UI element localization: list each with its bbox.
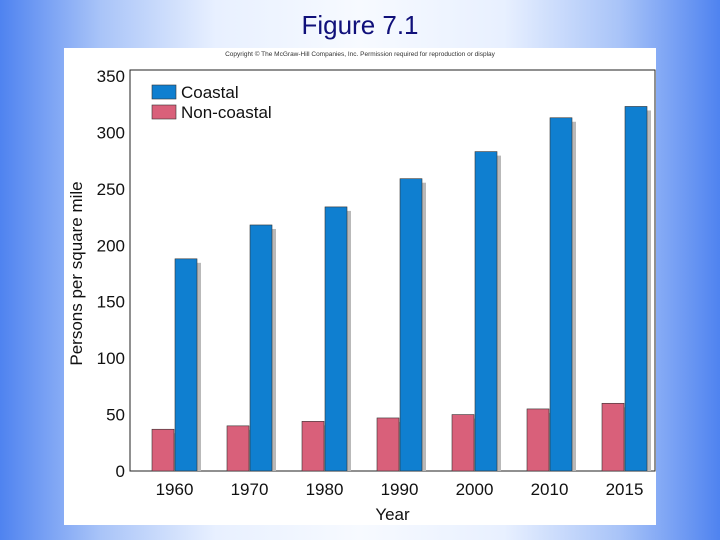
y-tick-label: 100	[97, 349, 125, 368]
copyright-notice: Copyright © The McGraw-Hill Companies, I…	[225, 51, 495, 58]
bar-coastal-1970	[249, 224, 273, 472]
y-tick-label: 250	[97, 180, 125, 199]
x-tick-label: 1990	[381, 480, 419, 499]
bar-coastal-2015	[624, 106, 648, 472]
slide-title: Figure 7.1	[301, 10, 419, 40]
bar-coastal-1990	[399, 178, 423, 472]
x-tick-label: 1970	[231, 480, 269, 499]
y-axis-label: Persons per square mile	[67, 181, 86, 365]
y-tick-label: 200	[97, 236, 125, 255]
bar-coastal-1980	[324, 206, 348, 472]
plot-frame	[129, 69, 656, 472]
bar-coastal-2010	[549, 117, 573, 472]
bar-non-coastal-2010	[526, 408, 550, 472]
legend-swatch-non-coastal	[151, 104, 177, 120]
legend-label-coastal: Coastal	[181, 83, 239, 102]
x-axis-ticks: 1960 1970 1980 1990 2000 2010 2015	[156, 480, 644, 499]
x-tick-label: 2010	[531, 480, 569, 499]
x-tick-label: 1980	[306, 480, 344, 499]
legend-swatch-coastal	[151, 84, 177, 100]
x-tick-label: 1960	[156, 480, 194, 499]
bar-coastal-1960	[174, 258, 198, 472]
bar-non-coastal-1960	[151, 428, 175, 472]
x-tick-label: 2000	[456, 480, 494, 499]
bar-non-coastal-2015	[601, 402, 625, 472]
bar-non-coastal-1990	[376, 417, 400, 472]
y-tick-label: 300	[97, 123, 125, 142]
bar-chart: 0 50 100 150 200 250 300 350 1960 1970 1980 1990 20…	[67, 67, 656, 524]
bars	[151, 106, 651, 472]
x-tick-label: 2015	[606, 480, 644, 499]
bar-non-coastal-1970	[226, 425, 250, 472]
y-tick-label: 350	[97, 67, 125, 86]
bar-non-coastal-2000	[451, 414, 475, 472]
plot-border	[129, 69, 656, 472]
y-tick-label: 150	[97, 293, 125, 312]
y-tick-label: 50	[106, 406, 125, 425]
x-axis-label: Year	[375, 505, 410, 524]
figure-panel: Copyright © The McGraw-Hill Companies, I…	[64, 48, 656, 525]
legend-label-non-coastal: Non-coastal	[181, 103, 272, 122]
y-tick-label: 0	[116, 462, 125, 481]
y-axis-ticks: 0 50 100 150 200 250 300 350	[97, 67, 125, 481]
bar-coastal-2000	[474, 151, 498, 472]
bar-non-coastal-1980	[301, 421, 325, 472]
